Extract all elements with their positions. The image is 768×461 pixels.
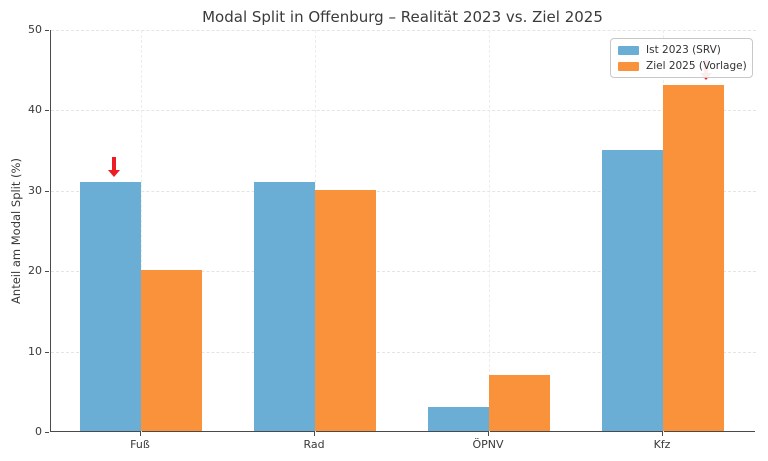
x-tick-mark: [140, 432, 141, 436]
x-tick-label: Fuß: [130, 438, 150, 451]
x-tick-label: ÖPNV: [472, 438, 504, 451]
y-tick-label: 20: [28, 264, 42, 278]
y-tick-mark: [45, 30, 49, 31]
legend-swatch-blue-icon: [618, 45, 639, 55]
arrow-shaft: [111, 156, 116, 170]
bar-Ziel 2025 (Vorlage)-Fuß: [141, 270, 202, 431]
y-tick-mark: [45, 351, 49, 353]
legend: Ist 2023 (SRV) Ziel 2025 (Vorlage): [610, 38, 753, 78]
bar-Ist 2023 (SRV)-Fuß: [80, 181, 141, 431]
legend-swatch-orange-icon: [618, 61, 639, 71]
y-tick-mark: [45, 432, 49, 433]
legend-entry-ist-2023: Ist 2023 (SRV): [618, 44, 744, 56]
y-tick-label: 10: [28, 344, 42, 358]
gridline-horizontal: [51, 271, 756, 273]
gridline-vertical: [489, 30, 490, 432]
bar-Ziel 2025 (Vorlage)-Rad: [315, 189, 376, 431]
gridline-vertical: [141, 30, 142, 432]
gridline-horizontal: [51, 351, 756, 353]
y-tick-mark: [45, 271, 49, 273]
legend-label: Ist 2023 (SRV): [646, 44, 721, 56]
y-tick-label: 40: [28, 103, 42, 117]
bar-Ist 2023 (SRV)-Kfz: [602, 149, 663, 431]
x-tick-mark: [662, 432, 663, 436]
arrow-head: [107, 169, 120, 177]
y-tick-label: 50: [28, 23, 42, 36]
y-axis-label: Anteil am Modal Split (%): [9, 158, 23, 304]
x-tick-label: Kfz: [653, 438, 671, 451]
y-tick-label: 0: [35, 425, 42, 438]
gridline-horizontal: [51, 190, 756, 192]
x-tick-mark: [488, 432, 489, 436]
plot-area: [50, 30, 756, 432]
gridline-horizontal: [51, 30, 756, 31]
bar-Ziel 2025 (Vorlage)-Kfz: [663, 85, 724, 431]
chart-title: Modal Split in Offenburg – Realität 2023…: [202, 8, 603, 26]
legend-entry-ziel-2025: Ziel 2025 (Vorlage): [618, 60, 747, 72]
x-tick-mark: [314, 432, 315, 436]
y-tick-mark: [45, 110, 49, 112]
gridline-horizontal: [51, 110, 756, 112]
bar-Ist 2023 (SRV)-ÖPNV: [428, 406, 489, 431]
bar-Ziel 2025 (Vorlage)-ÖPNV: [489, 374, 550, 431]
y-tick-mark: [45, 190, 49, 192]
trend-arrow-down-icon: [107, 156, 120, 177]
y-tick-label: 30: [28, 183, 42, 197]
legend-label: Ziel 2025 (Vorlage): [646, 60, 747, 72]
x-tick-label: Rad: [303, 438, 325, 451]
bar-Ist 2023 (SRV)-Rad: [254, 181, 315, 431]
